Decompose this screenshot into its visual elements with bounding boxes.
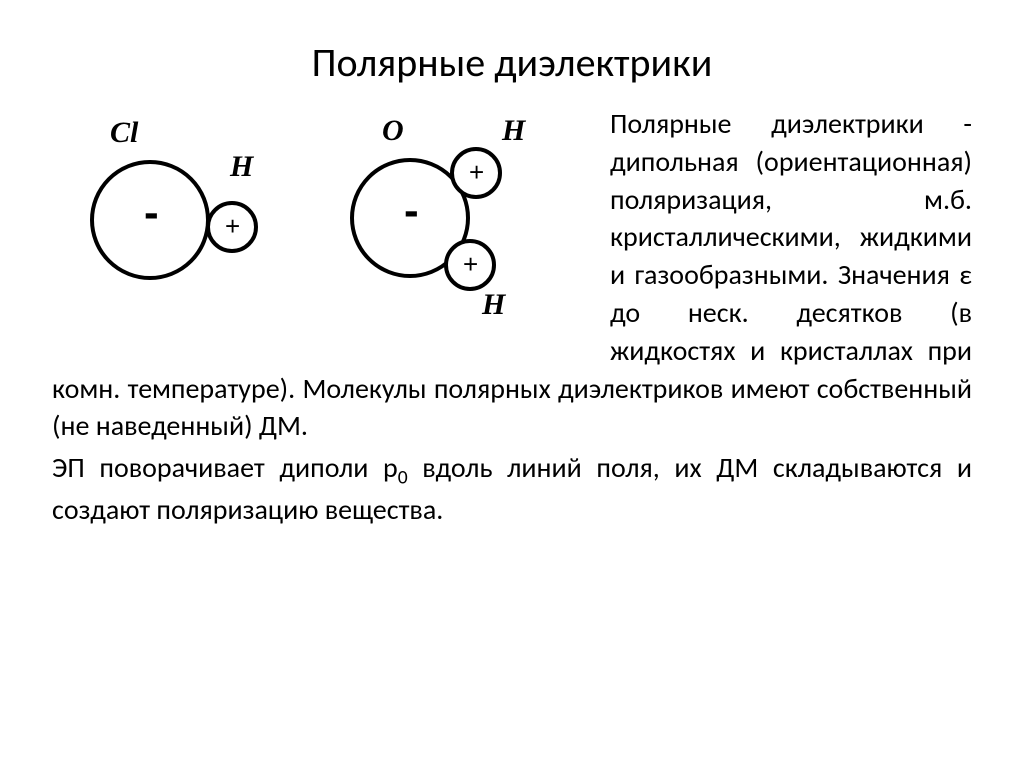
h1-label-h2o: H <box>502 111 525 152</box>
body-second-sub: 0 <box>398 466 408 490</box>
svg-text:+: + <box>225 211 240 241</box>
body-second-head: ЭП поворачивает диполи p <box>52 450 398 485</box>
slide: Полярные диэлектрики -+-++ Cl H O H H По… <box>0 0 1024 767</box>
svg-text:+: + <box>469 157 484 187</box>
slide-body: -+-++ Cl H O H H Полярные диэлектрики - … <box>0 105 1024 529</box>
svg-text:-: - <box>404 186 419 235</box>
paragraph-1: -+-++ Cl H O H H Полярные диэлектрики - … <box>0 105 1024 445</box>
svg-text:-: - <box>144 188 159 237</box>
paragraph-2: ЭП поворачивает диполи p0 вдоль линий по… <box>0 449 1024 529</box>
cl-label: Cl <box>110 113 138 154</box>
h2-label-h2o: H <box>482 285 505 326</box>
h-label-hcl: H <box>230 147 253 188</box>
svg-text:+: + <box>463 249 478 279</box>
molecule-figure: - + - + + Cl H O H H <box>52 105 592 345</box>
slide-title: Полярные диэлектрики <box>0 0 1024 105</box>
o-label: O <box>382 111 404 152</box>
